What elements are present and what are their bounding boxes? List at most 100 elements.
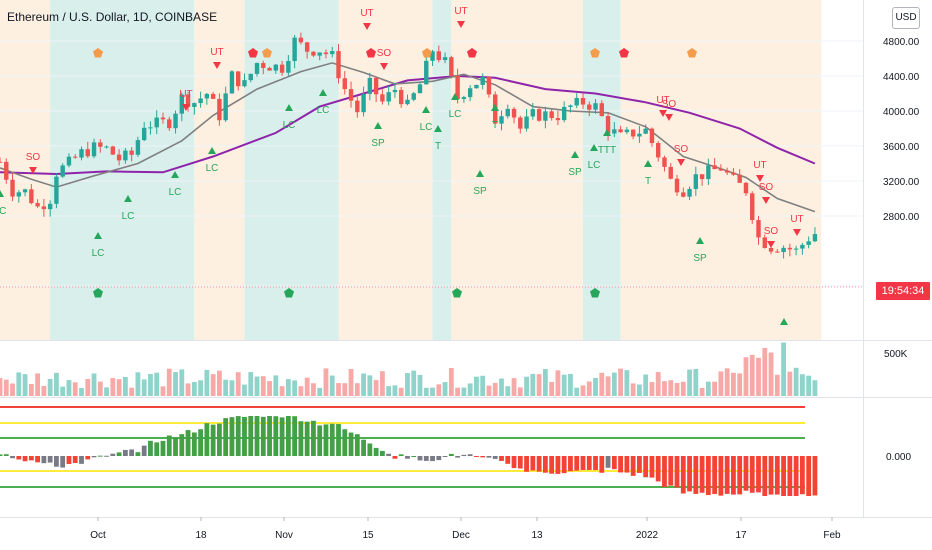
candle-body xyxy=(223,93,228,121)
volume-bar xyxy=(154,372,160,396)
volume-bar xyxy=(499,378,504,396)
time-tick-label: 17 xyxy=(735,530,747,541)
oscillator-bar xyxy=(148,440,153,456)
volume-bar xyxy=(505,386,511,396)
candle-body xyxy=(593,103,598,110)
volume-bar xyxy=(173,372,178,396)
candle-body xyxy=(104,146,109,148)
volume-bar xyxy=(279,386,285,396)
oscillator-bar xyxy=(662,456,667,487)
oscillator-bar xyxy=(311,420,316,456)
oscillator-bar xyxy=(354,434,360,456)
oscillator-bar xyxy=(492,456,498,459)
volume-bar xyxy=(229,380,235,396)
signal-label: SO xyxy=(26,152,41,163)
candle-body xyxy=(461,97,467,100)
buy-triangle xyxy=(603,129,611,136)
volume-bar xyxy=(705,381,711,396)
volume-bar xyxy=(448,368,454,396)
candle-body xyxy=(135,140,141,155)
oscillator-bar xyxy=(122,449,128,456)
oscillator-bar xyxy=(812,456,818,496)
oscillator-bar xyxy=(185,430,191,456)
candle-body xyxy=(743,182,749,194)
oscillator-bar xyxy=(10,456,15,459)
oscillator-bar xyxy=(536,456,542,472)
oscillator-bar xyxy=(580,456,586,471)
volume-bar xyxy=(586,381,592,396)
oscillator-bar xyxy=(724,456,730,494)
zone-band xyxy=(244,0,339,340)
signal-label: UT xyxy=(656,95,669,106)
volume-bar xyxy=(806,375,812,396)
signal-label: LC xyxy=(206,163,219,174)
zone-shading xyxy=(0,0,822,340)
candle-body xyxy=(98,142,103,147)
candle-body xyxy=(706,165,711,180)
oscillator-bar xyxy=(173,437,178,456)
candle-body xyxy=(417,84,423,94)
oscillator-bar xyxy=(611,456,617,470)
oscillator-bar xyxy=(66,456,72,464)
signal-label: SP xyxy=(693,253,707,264)
candle-body xyxy=(342,78,347,90)
candle-body xyxy=(436,51,442,61)
volume-bar xyxy=(361,373,366,396)
pentagon-marker xyxy=(93,288,103,298)
candle-body xyxy=(330,51,335,55)
volume-bar xyxy=(35,373,41,396)
oscillator-bar xyxy=(737,456,743,495)
chart-title: Ethereum / U.S. Dollar, 1D, COINBASE xyxy=(7,10,218,24)
buy-triangle xyxy=(434,125,442,132)
buy-triangle xyxy=(644,160,652,167)
volume-bar xyxy=(85,378,91,396)
price-tick-label: 4800.00 xyxy=(883,37,920,48)
candle-body xyxy=(756,220,761,238)
volume-bar xyxy=(204,369,210,396)
volume-bar xyxy=(135,372,141,396)
candle-body xyxy=(298,37,304,43)
volume-bar xyxy=(348,369,354,396)
candle-body xyxy=(549,111,554,119)
signal-label: LC xyxy=(420,122,433,133)
candle-body xyxy=(22,189,28,193)
candle-body xyxy=(580,97,586,105)
candle-body xyxy=(261,63,266,68)
volume-bar xyxy=(129,387,135,396)
volume-bar xyxy=(718,371,724,396)
oscillator-bar xyxy=(104,455,109,457)
candle-body xyxy=(10,179,15,197)
volume-bar xyxy=(104,387,109,396)
signal-label: SP xyxy=(371,138,385,149)
signal-label: SO xyxy=(377,48,392,59)
candle-body xyxy=(248,73,253,81)
oscillator-bar xyxy=(47,456,53,463)
oscillator-bar xyxy=(474,456,479,457)
signal-label: LC xyxy=(122,211,135,222)
oscillator-bar xyxy=(292,416,298,456)
oscillator-bar xyxy=(637,456,642,473)
time-tick-label: 15 xyxy=(362,530,374,541)
signal-label: LC xyxy=(92,248,105,259)
oscillator-bar xyxy=(304,421,310,456)
oscillator-bar xyxy=(54,456,59,467)
time-axis: Oct 18 Nov 15 Dec 13 2022 17 Feb xyxy=(90,517,841,541)
volume-bar xyxy=(373,380,379,396)
volume-bar xyxy=(655,372,661,396)
zone-band xyxy=(582,0,621,340)
candle-body xyxy=(367,77,373,94)
candle-body xyxy=(731,172,736,175)
volume-bar xyxy=(273,375,279,396)
candle-body xyxy=(141,127,147,141)
signal-label: SO xyxy=(662,99,677,110)
buy-triangle xyxy=(0,190,4,197)
volume-bar xyxy=(768,352,774,396)
oscillator-bar xyxy=(242,416,247,456)
currency-button[interactable]: USD xyxy=(892,7,920,29)
sell-triangle xyxy=(363,23,371,30)
candle-body xyxy=(229,71,235,94)
candle-body xyxy=(467,88,473,98)
time-tick-label: Oct xyxy=(90,530,106,541)
candle-body xyxy=(424,60,429,85)
